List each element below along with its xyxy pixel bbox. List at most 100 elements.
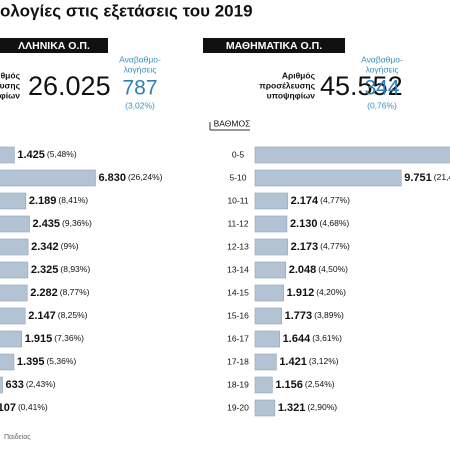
- value-label: 9.751(21,4: [404, 172, 450, 184]
- value: 6.830: [98, 172, 126, 184]
- percent: (4,50%): [318, 264, 348, 274]
- percent: (4,77%): [320, 195, 350, 205]
- category-label: 13-14: [227, 264, 249, 274]
- regrade-percent: (0,76%): [367, 100, 397, 110]
- count-label: Αριθμός: [282, 70, 316, 80]
- bar: [0, 169, 96, 187]
- value: 1.773: [285, 310, 313, 322]
- value: 1.321: [278, 402, 306, 414]
- count-label: προσέλευσης: [259, 80, 315, 90]
- bar: [0, 284, 28, 302]
- percent: (2,90%): [307, 402, 337, 412]
- value: 2.130: [290, 218, 318, 230]
- category-label: 0-5: [232, 149, 245, 159]
- percent: (2,43%): [26, 379, 56, 389]
- source: Παιδείας: [4, 433, 31, 441]
- regrade-label: λογήσεις: [124, 64, 157, 74]
- value: 1.425: [17, 149, 45, 161]
- percent: (2,54%): [305, 379, 335, 389]
- bar: [254, 376, 273, 394]
- category-label: 15-16: [227, 310, 249, 320]
- percent: (8,41%): [58, 195, 88, 205]
- bar: [0, 376, 3, 394]
- value-label: 107 (0,41%): [0, 402, 48, 414]
- count: 26.025: [28, 71, 111, 101]
- value-label: 2.174 (4,77%): [291, 195, 350, 207]
- value: 2.282: [30, 287, 58, 299]
- value: 2.189: [29, 195, 57, 207]
- value-label: 2.342 (9%): [31, 241, 79, 253]
- category-label: 14-15: [227, 287, 249, 297]
- value-label: 1.156 (2,54%): [275, 379, 334, 391]
- bar: [254, 399, 276, 417]
- bar: [254, 330, 280, 348]
- category-label: 11-12: [227, 218, 248, 228]
- percent: (5,48%): [47, 149, 77, 159]
- bar: [254, 284, 284, 302]
- percent: (9,36%): [62, 218, 92, 228]
- value: 1.421: [279, 356, 307, 368]
- percent: (9%): [61, 241, 79, 251]
- percent: (3,61%): [312, 333, 342, 343]
- category-label: 16-17: [227, 333, 249, 343]
- bar: [0, 238, 29, 256]
- bar: [0, 307, 26, 325]
- value-label: 1.644 (3,61%): [283, 333, 342, 345]
- category-label: 5-10: [229, 172, 246, 182]
- value: 2.048: [289, 264, 317, 276]
- percent: (4,20%): [316, 287, 346, 297]
- percent: (3,12%): [309, 356, 339, 366]
- percent: (26,24%): [128, 172, 163, 182]
- value: 2.342: [31, 241, 59, 253]
- value: 2.174: [291, 195, 319, 207]
- header: ΜΑΘΗΜΑΤΙΚΑ Ο.Π.: [226, 40, 322, 52]
- value-label: 2.282 (8,77%): [30, 287, 89, 299]
- regrade-label: Αναβαθμο-: [361, 54, 403, 64]
- percent: (5,36%): [46, 356, 76, 366]
- value-label: 2.435 (9,36%): [33, 218, 92, 230]
- regrade-label: λογήσεις: [366, 64, 399, 74]
- value-label: 2.130 (4,68%): [290, 218, 349, 230]
- bar: [254, 146, 450, 164]
- percent: (8,93%): [60, 264, 90, 274]
- value: 2.173: [291, 241, 319, 253]
- value-label: 6.830 (26,24%): [98, 172, 162, 184]
- value: 1.644: [283, 333, 311, 345]
- bar: [0, 215, 30, 233]
- value: 2.325: [31, 264, 59, 276]
- category-label: 10-11: [227, 195, 248, 205]
- value-label: 1.912 (4,20%): [287, 287, 346, 299]
- value-label: 1.773 (3,89%): [285, 310, 344, 322]
- percent: (8,25%): [58, 310, 88, 320]
- bar: [254, 215, 288, 233]
- value: 9.751: [404, 172, 432, 184]
- value-label: 2.147 (8,25%): [28, 310, 87, 322]
- value-label: 2.173 (4,77%): [291, 241, 350, 253]
- bar: [0, 330, 23, 348]
- bar: [0, 146, 15, 164]
- value: 1.156: [275, 379, 303, 391]
- header: ΛΛΗΝΙΚΑ Ο.Π.: [18, 40, 90, 52]
- count-label: ιθμός: [0, 70, 21, 80]
- value: 107: [0, 402, 16, 414]
- value: 2.435: [33, 218, 61, 230]
- bar: [0, 353, 15, 371]
- percent: (21,4: [434, 172, 450, 182]
- percent: (4,68%): [319, 218, 349, 228]
- bar: [254, 307, 282, 325]
- percent: (4,77%): [320, 241, 350, 251]
- category-label: 19-20: [227, 402, 249, 412]
- value-label: 2.189 (8,41%): [29, 195, 88, 207]
- header-box: [0, 38, 108, 53]
- count-label: υποψηφίων: [267, 90, 316, 100]
- value-label: 1.321 (2,90%): [278, 402, 337, 414]
- category-label: 17-18: [227, 356, 249, 366]
- value-label: 633 (2,43%): [5, 379, 55, 391]
- count: 45.552: [320, 71, 403, 101]
- bar: [0, 192, 27, 210]
- bar: [254, 169, 402, 187]
- value-label: 2.325 (8,93%): [31, 264, 90, 276]
- value-label: 1.421 (3,12%): [279, 356, 338, 368]
